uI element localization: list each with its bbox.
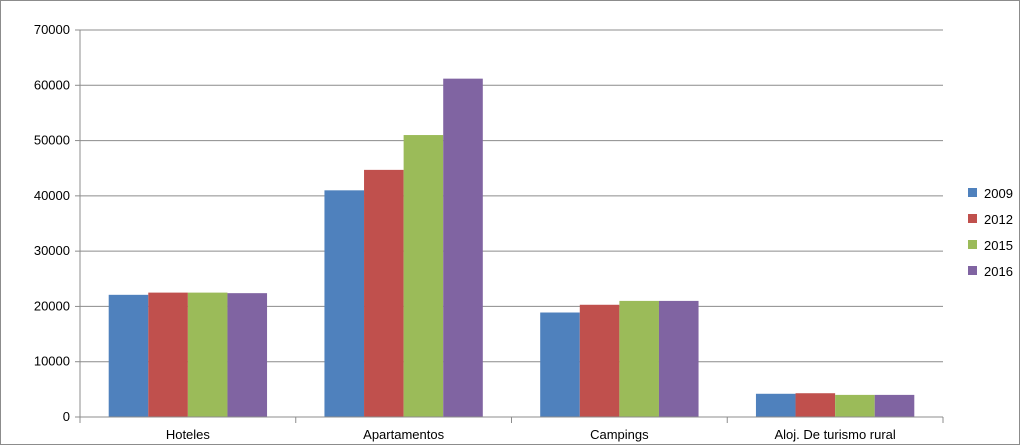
legend-swatch-2016 — [968, 266, 977, 275]
legend-swatch-2009 — [968, 188, 977, 197]
legend-swatch-2015 — [968, 240, 977, 249]
legend-label-2012: 2012 — [984, 212, 1013, 227]
y-tick-label: 40000 — [34, 188, 70, 203]
bar-2015-1 — [403, 135, 444, 418]
bar-2012-3 — [795, 393, 836, 417]
y-tick-labels: 0 10000 20000 30000 40000 50000 60000 70000 — [34, 22, 70, 424]
x-tick-labels: Hoteles Apartamentos Campings Aloj. De turi… — [166, 427, 896, 442]
bar-2009-0 — [108, 294, 149, 417]
y-tick-label: 20000 — [34, 298, 70, 313]
bar-2012-1 — [364, 169, 404, 417]
bar-2012-2 — [579, 304, 620, 417]
bars — [108, 78, 915, 418]
bar-2009-1 — [324, 190, 365, 417]
bar-2015-3 — [835, 394, 875, 417]
bar-2016-0 — [227, 293, 268, 417]
bar-2016-1 — [443, 78, 483, 417]
bar-2015-2 — [619, 300, 659, 417]
y-tick-label: 10000 — [34, 354, 70, 369]
x-tick-label: Hoteles — [166, 427, 211, 442]
y-tick-label: 60000 — [34, 77, 70, 92]
bar-2016-3 — [874, 394, 915, 417]
bar-2012-0 — [148, 292, 188, 417]
bar-2009-2 — [540, 312, 580, 417]
y-tick-label: 0 — [63, 409, 70, 424]
axes — [75, 29, 944, 423]
bar-2009-3 — [755, 393, 796, 417]
x-tick-label: Aloj. De turismo rural — [774, 427, 895, 442]
x-tick-label: Apartamentos — [363, 427, 444, 442]
legend-label-2016: 2016 — [984, 264, 1013, 279]
y-tick-label: 50000 — [34, 133, 70, 148]
x-tick-label: Campings — [590, 427, 649, 442]
y-tick-label: 30000 — [34, 243, 70, 258]
legend-label-2009: 2009 — [984, 186, 1013, 201]
y-tick-label: 70000 — [34, 22, 70, 37]
bar-2015-0 — [187, 292, 228, 417]
legend-label-2015: 2015 — [984, 238, 1013, 253]
legend: 2009 2012 2015 2016 — [968, 186, 1013, 279]
legend-swatch-2012 — [968, 214, 977, 223]
bar-2016-2 — [658, 300, 699, 417]
